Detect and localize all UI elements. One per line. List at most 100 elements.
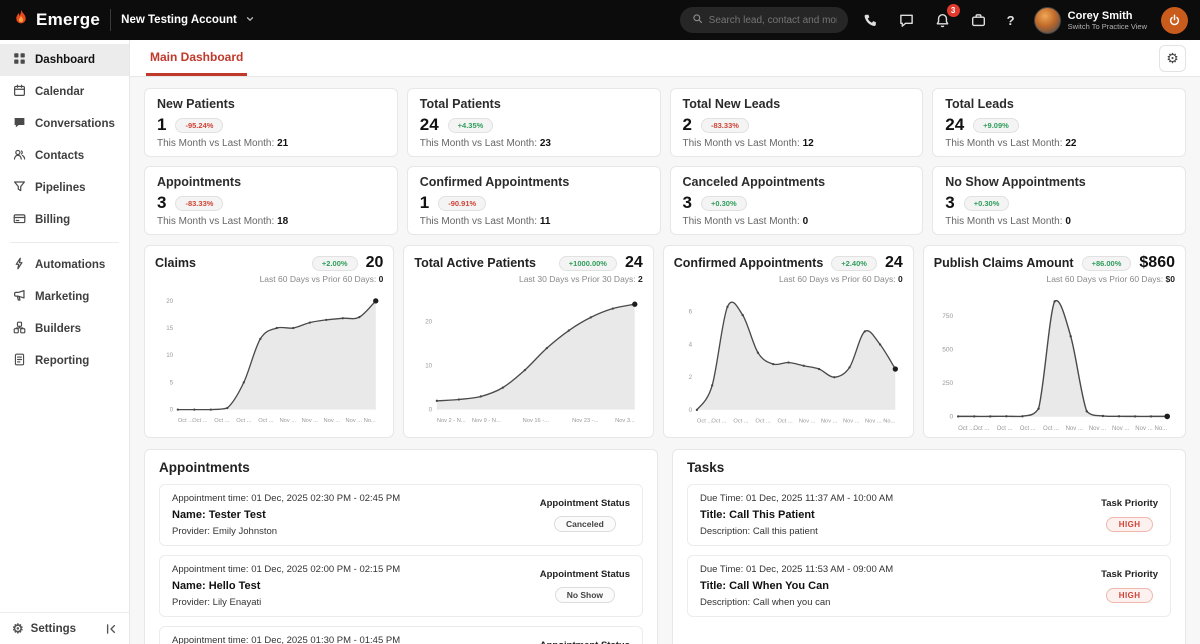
charts-grid: Claims +2.00% 20 Last 60 Days vs Prior 6… [144,245,1186,438]
conversations-icon [13,116,26,132]
chart-title: Publish Claims Amount [933,256,1074,270]
priority-badge: HIGH [1105,587,1154,603]
calendar-icon [13,84,26,100]
svg-text:Oct ...: Oct ... [697,418,713,424]
notifications-bell-icon[interactable]: 3 [930,4,960,33]
stat-card-total-new-leads: Total New Leads 2 -83.33% This Month vs L… [669,88,924,157]
task-title: Title: Call When You Can [700,579,829,592]
search-input[interactable] [708,14,837,26]
sidebar-item-contacts[interactable]: Contacts [0,140,129,172]
status-badge: Canceled [553,515,616,532]
task-title: Title: Call This Patient [700,508,815,521]
account-selector[interactable]: New Testing Account [121,14,255,27]
task-item[interactable]: Due Time: 01 Dec, 2025 11:53 AM - 09:00 … [687,554,1171,617]
gear-icon: ⚙ [1166,49,1179,66]
svg-text:20: 20 [166,298,173,305]
sidebar-item-label: Reporting [35,355,90,367]
sidebar-item-billing[interactable]: Billing [0,204,129,236]
task-item[interactable]: Due Time: 01 Dec, 2025 11:37 AM - 10:00 … [687,483,1171,546]
svg-text:Nov 23 -...: Nov 23 -... [573,418,600,424]
svg-text:No...: No... [364,418,376,424]
sidebar-item-builders[interactable]: Builders [0,313,129,345]
marketing-megaphone-icon [13,289,26,305]
contacts-icon [13,148,26,164]
dashboard-settings-gear-button[interactable]: ⚙ [1159,44,1186,72]
stat-value: 24 [945,115,965,134]
svg-text:Nov ...: Nov ... [1112,426,1130,432]
phone-icon[interactable] [858,7,884,33]
svg-text:Oct ...: Oct ... [973,426,989,432]
appointment-name: Name: Hello Test [172,579,261,592]
stat-title: No Show Appointments [945,175,1086,189]
sidebar-item-label: Builders [35,323,82,335]
app-logo: Emerge [12,9,100,32]
stat-change-badge: +0.30% [963,195,1010,211]
sidebar-item-conversations[interactable]: Conversations [0,108,129,140]
svg-text:No...: No... [883,418,895,424]
svg-text:4: 4 [688,341,692,348]
sidebar-item-dashboard[interactable]: Dashboard [0,44,129,76]
topbar-divider [110,9,112,31]
sidebar-item-marketing[interactable]: Marketing [0,281,129,313]
appointment-status-label: Appointment Status [540,640,630,644]
briefcase-icon[interactable] [966,7,992,33]
svg-text:0: 0 [429,407,433,414]
svg-text:Nov ...: Nov ... [821,418,838,424]
tabstrip: Main Dashboard ⚙ [130,40,1200,77]
appointment-time: Appointment time: 01 Dec, 2025 01:30 PM … [172,634,401,644]
sidebar-item-settings[interactable]: ⚙ Settings [12,622,76,635]
sidebar-item-label: Conversations [35,118,115,130]
power-logout-button[interactable] [1161,6,1188,34]
stat-change-badge: -90.91% [438,195,487,211]
svg-text:Nov 9 - N...: Nov 9 - N... [472,418,501,424]
stats-grid: New Patients 1 -95.24% This Month vs Last… [144,88,1186,235]
user-menu[interactable]: Corey Smith Switch To Practice View [1033,6,1147,34]
chart-title: Confirmed Appointments [673,256,824,270]
sidebar: Dashboard Calendar Conversations Contact… [0,40,130,644]
sidebar-item-pipelines[interactable]: Pipelines [0,172,129,204]
chart-period: Last 60 Days vs Prior 60 Days: 0 [778,274,903,284]
claims-chart-card: Claims +2.00% 20 Last 60 Days vs Prior 6… [144,245,395,438]
chevron-down-icon [245,14,255,27]
svg-text:250: 250 [942,380,953,387]
gear-icon: ⚙ [12,621,24,636]
tab-main-dashboard[interactable]: Main Dashboard [146,40,248,76]
help-icon[interactable]: ? [1002,13,1020,28]
stat-card-total-leads: Total Leads 24 +9.09% This Month vs Last … [932,88,1186,157]
tasks-panel-title: Tasks [687,459,725,475]
appointments-panel: Appointments Appointment time: 01 Dec, 2… [144,448,658,644]
stat-value: 3 [682,193,692,212]
sidebar-item-label: Contacts [35,150,85,162]
chart-change-badge: +86.00% [1081,255,1132,271]
sidebar-footer: ⚙ Settings [0,612,129,644]
svg-text:5: 5 [170,379,174,386]
appointment-item[interactable]: Appointment time: 01 Dec, 2025 02:00 PM … [159,554,643,617]
stat-compare: This Month vs Last Month: 18 [157,216,289,227]
chart-period: Last 60 Days vs Prior 60 Days: 0 [259,274,384,284]
status-badge: No Show [554,586,616,603]
svg-text:Oct ...: Oct ... [777,418,793,424]
logo-text: Emerge [36,10,101,29]
stat-change-badge: +9.09% [973,117,1019,133]
svg-text:20: 20 [426,319,433,326]
sidebar-item-automations[interactable]: Automations [0,249,129,281]
sidebar-divider [10,242,119,243]
appointment-item[interactable]: Appointment time: 01 Dec, 2025 02:30 PM … [159,483,643,546]
sidebar-item-calendar[interactable]: Calendar [0,76,129,108]
notification-count-badge: 3 [946,4,960,17]
sidebar-collapse-icon[interactable] [105,623,117,635]
svg-text:Nov ...: Nov ... [865,418,882,424]
appointment-provider: Provider: Emily Johnston [172,525,278,537]
stat-title: Total Leads [945,97,1014,111]
sidebar-item-reporting[interactable]: Reporting [0,345,129,377]
search-icon [692,11,703,29]
publish-claims-amount-chart-card: Publish Claims Amount +86.00% $860 Last … [922,245,1186,438]
svg-text:0: 0 [949,414,953,421]
appointment-item[interactable]: Appointment time: 01 Dec, 2025 01:30 PM … [159,625,643,644]
appointments-panel-title: Appointments [159,459,250,475]
stat-compare: This Month vs Last Month: 23 [419,138,551,149]
sidebar-item-label: Calendar [35,86,85,98]
chat-icon[interactable] [894,7,920,33]
total-active-patients-chart-card: Total Active Patients +1000.00% 24 Last … [403,245,654,438]
main-content: Main Dashboard ⚙ New Patients 1 -95.24% T… [130,40,1200,644]
